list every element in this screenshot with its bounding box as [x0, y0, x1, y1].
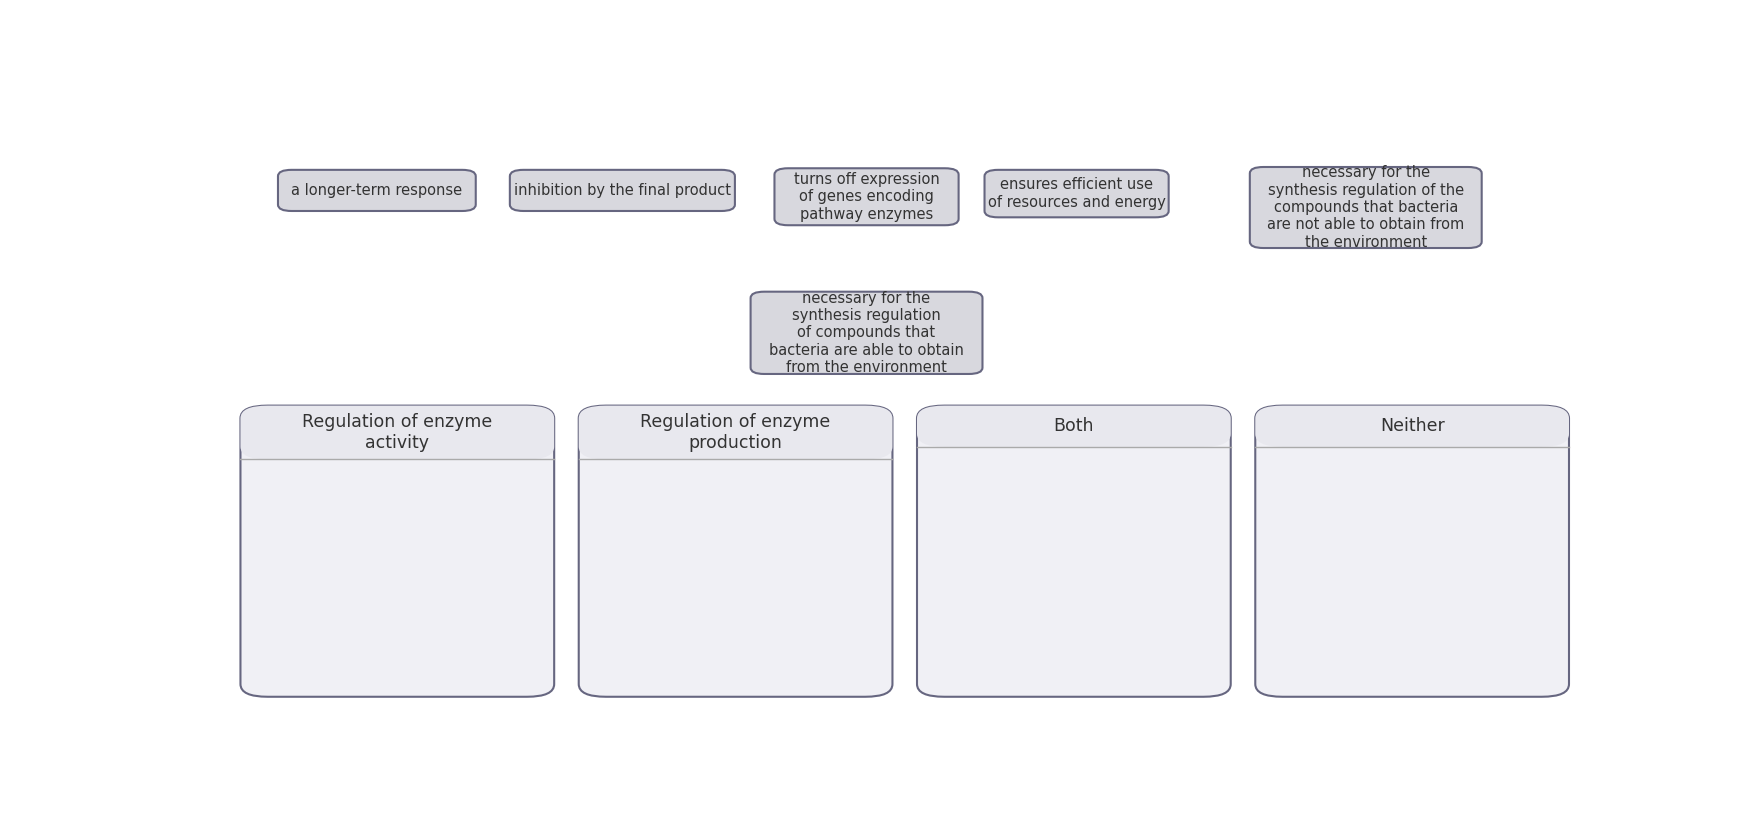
- Text: Regulation of enzyme
activity: Regulation of enzyme activity: [303, 413, 493, 452]
- FancyBboxPatch shape: [278, 170, 475, 211]
- FancyBboxPatch shape: [917, 405, 1230, 446]
- Text: necessary for the
synthesis regulation
of compounds that
bacteria are able to ob: necessary for the synthesis regulation o…: [769, 290, 964, 375]
- FancyBboxPatch shape: [1255, 405, 1568, 446]
- Text: turns off expression
of genes encoding
pathway enzymes: turns off expression of genes encoding p…: [794, 172, 940, 222]
- Text: ensures efficient use
of resources and energy: ensures efficient use of resources and e…: [987, 178, 1165, 210]
- FancyBboxPatch shape: [241, 405, 554, 697]
- FancyBboxPatch shape: [984, 170, 1169, 217]
- FancyBboxPatch shape: [510, 170, 736, 211]
- FancyBboxPatch shape: [1255, 405, 1568, 697]
- FancyBboxPatch shape: [1250, 167, 1482, 248]
- FancyBboxPatch shape: [579, 405, 892, 697]
- Text: Neither: Neither: [1380, 418, 1445, 435]
- Text: Both: Both: [1054, 418, 1095, 435]
- FancyBboxPatch shape: [917, 405, 1230, 697]
- Text: inhibition by the final product: inhibition by the final product: [514, 183, 730, 198]
- Text: necessary for the
synthesis regulation of the
compounds that bacteria
are not ab: necessary for the synthesis regulation o…: [1267, 165, 1464, 250]
- FancyBboxPatch shape: [774, 169, 959, 225]
- FancyBboxPatch shape: [579, 405, 892, 459]
- FancyBboxPatch shape: [241, 405, 554, 459]
- FancyBboxPatch shape: [750, 292, 982, 374]
- Text: a longer-term response: a longer-term response: [292, 183, 463, 198]
- Text: Regulation of enzyme
production: Regulation of enzyme production: [641, 413, 831, 452]
